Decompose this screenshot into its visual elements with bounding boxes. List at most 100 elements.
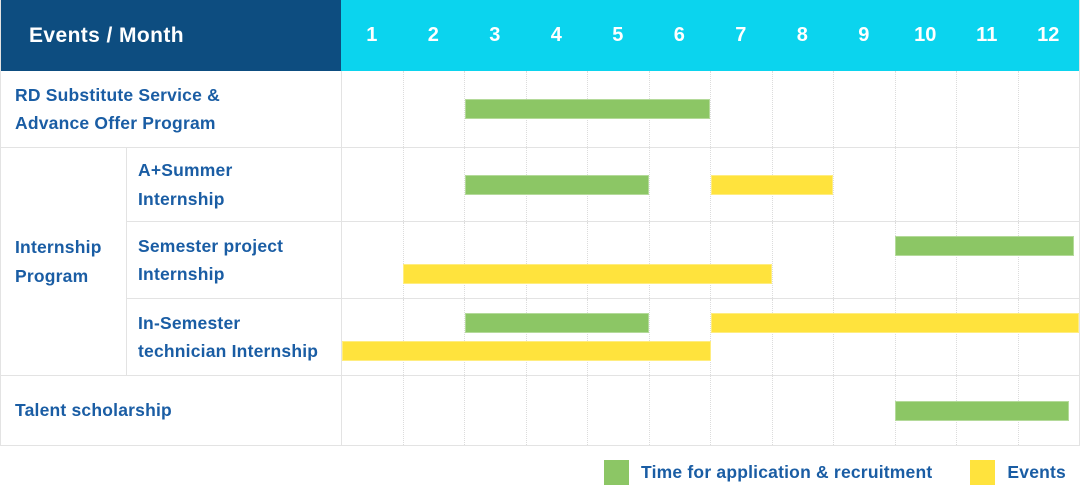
month-header-cell: 1: [366, 24, 378, 46]
month-grid-cell: [956, 222, 1018, 298]
month-grid-cell: [1017, 148, 1080, 221]
month-grid-cell: [402, 376, 465, 445]
legend-item-application-recruitment: Time for application & recruitment: [604, 459, 932, 485]
row-label: Talent scholarship: [1, 376, 341, 445]
label-line: RD Substitute Service &: [15, 84, 220, 105]
month-grid-cell: [648, 148, 711, 221]
events-month-header: Events / Month: [1, 0, 341, 71]
month-grid-cell: [402, 71, 465, 147]
table-row: In-Semester technician Internship: [127, 298, 1079, 375]
row-label: RD Substitute Service & Advance Offer Pro…: [1, 71, 341, 147]
month-grid-cell: [587, 299, 649, 375]
month-header-cell: 4: [550, 24, 562, 46]
month-grid-cell: [956, 148, 1018, 221]
chart-area: [341, 376, 1079, 445]
month-grid-cell: [771, 299, 834, 375]
month-header-cell: 5: [612, 24, 624, 46]
label-line: Internship: [138, 264, 225, 284]
month-grid-cell: [342, 299, 403, 375]
group-sub-rows: A+Summer Internship Semester project Intern…: [127, 148, 1079, 375]
chart-area: [341, 148, 1079, 221]
label-line: Advance Offer Program: [15, 113, 216, 133]
legend: Time for application & recruitment Event…: [0, 446, 1080, 498]
month-header-cell: 2: [427, 24, 439, 46]
gantt-bar-green: [894, 400, 1070, 421]
month-grid-cell: [525, 299, 588, 375]
gantt-bar-yellow: [403, 264, 772, 284]
row-label: In-Semester technician Internship: [127, 299, 341, 375]
month-grid-cell: [833, 148, 895, 221]
month-grid-cell: [587, 376, 649, 445]
month-grid-cell: [710, 299, 772, 375]
label-line: Talent scholarship: [15, 400, 172, 421]
row-label: A+Summer Internship: [127, 148, 341, 221]
month-grid-cell: [833, 376, 895, 445]
gantt-bar-green: [464, 313, 650, 333]
month-grid-cell: [402, 222, 465, 298]
month-grid-cell: [710, 71, 772, 147]
green-swatch-icon: [604, 459, 630, 485]
label-line: Semester project: [138, 235, 284, 256]
table-body: RD Substitute Service & Advance Offer Pro…: [1, 71, 1079, 445]
month-grid-cell: [464, 222, 526, 298]
label-line: In-Semester: [138, 312, 241, 333]
table-row: Semester project Internship: [127, 221, 1079, 298]
month-grid-cell: [342, 71, 403, 147]
gantt-bar-yellow: [710, 313, 1079, 333]
month-grid-cell: [402, 148, 465, 221]
month-grid-cell: [342, 148, 403, 221]
row-label: Semester project Internship: [127, 222, 341, 298]
month-grid-cell: [833, 299, 895, 375]
month-header-cell: 8: [796, 24, 808, 46]
month-grid-cell: [464, 376, 526, 445]
legend-label: Events: [1007, 461, 1066, 482]
month-grid-cell: [464, 299, 526, 375]
legend-item-events: Events: [970, 459, 1066, 485]
month-grid-cell: [833, 71, 895, 147]
month-grid-cell: [710, 148, 772, 221]
label-line: Program: [15, 265, 89, 286]
month-grid-cell: [956, 299, 1018, 375]
month-grid-cell: [648, 299, 711, 375]
chart-area: [341, 222, 1079, 298]
gantt-bar-green: [464, 174, 650, 195]
month-grid-cell: [771, 376, 834, 445]
month-grid-cell: [342, 222, 403, 298]
month-grid-cell: [525, 222, 588, 298]
month-header-cell: 11: [976, 24, 998, 46]
month-grid-cell: [771, 222, 834, 298]
gantt-bar-green: [464, 99, 711, 119]
label-line: Internship: [15, 237, 102, 258]
group-label: Internship Program: [1, 148, 127, 375]
month-grid-cell: [1017, 71, 1080, 147]
month-grid-cell: [342, 376, 403, 445]
month-grid-cell: [894, 148, 957, 221]
yellow-swatch-icon: [970, 459, 996, 485]
month-grid-cell: [894, 299, 957, 375]
label-line: A+Summer: [138, 160, 233, 181]
month-grid-cell: [894, 71, 957, 147]
table-row: Internship Program A+Summer Internship Semes…: [1, 147, 1079, 375]
label-line: technician Internship: [138, 341, 319, 361]
month-grid-cell: [525, 376, 588, 445]
gantt-bar-yellow: [342, 341, 711, 361]
month-grid-cell: [587, 222, 649, 298]
gantt-bar-yellow: [710, 174, 834, 195]
month-grid-cell: [771, 71, 834, 147]
table-row: RD Substitute Service & Advance Offer Pro…: [1, 71, 1079, 147]
month-grid-cell: [464, 148, 526, 221]
events-month-gantt-table: Events / Month 1 2 3 4 5 6 7 8 9 10 11 12 RD Substi…: [0, 0, 1080, 446]
month-grid-cell: [894, 222, 957, 298]
table-row: A+Summer Internship: [127, 148, 1079, 221]
chart-area: [341, 71, 1079, 147]
month-grid-cell: [1017, 299, 1080, 375]
label-line: Internship: [138, 188, 225, 209]
month-header-cell: 7: [735, 24, 747, 46]
month-grid-cell: [1017, 222, 1080, 298]
month-grid-cell: [956, 71, 1018, 147]
month-grid-cell: [648, 222, 711, 298]
month-grid-cell: [710, 222, 772, 298]
month-header-cell: 12: [1037, 24, 1060, 46]
table-row: Talent scholarship: [1, 375, 1079, 445]
month-grid-cell: [710, 376, 772, 445]
